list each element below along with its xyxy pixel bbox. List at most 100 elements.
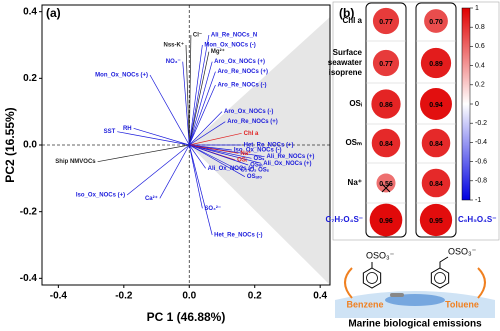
value-label: 0.77 <box>379 19 393 26</box>
vector-label: Aro_Ox_NOCs (-) <box>224 109 273 115</box>
loading-vector <box>189 144 239 154</box>
loading-vector <box>188 144 203 209</box>
vector-label: Iso_Ox_NOCs (+) <box>76 193 125 199</box>
source-label: Benzene <box>346 299 383 309</box>
colorbar-tick-label: -0.8 <box>475 178 487 185</box>
y-tick-label: 0.4 <box>23 6 37 17</box>
vector-label: Chl a <box>244 131 259 137</box>
loading-vector <box>188 144 213 236</box>
column-box <box>415 2 457 238</box>
column-label: C₇H₇O₄S⁻ <box>325 215 363 224</box>
row-label: Na⁺ <box>347 178 362 187</box>
x-tick-label: 0.0 <box>182 291 196 302</box>
colorbar-tick-label: 0.2 <box>475 82 485 89</box>
colorbar-tick-label: -0.2 <box>475 120 487 127</box>
loading-vector <box>126 144 190 196</box>
value-label: 0.94 <box>429 102 443 109</box>
panel-frame <box>332 1 500 241</box>
vector-label: Iso_Ox_NOCs (-) <box>234 148 282 154</box>
value-label: 0.56 <box>379 181 393 188</box>
loading-vector <box>189 121 226 146</box>
row-label: OSₘ <box>345 138 362 147</box>
y-tick-label: -0.2 <box>20 206 38 217</box>
vector-label: Mon_Ox_NOCs (-) <box>204 43 255 49</box>
bond <box>439 256 449 268</box>
vector-label: OSₘ <box>250 163 263 169</box>
correlation-circle <box>376 173 396 193</box>
correlation-circle <box>421 128 451 158</box>
colorbar-tick-label: 0.4 <box>475 62 485 69</box>
loading-vector <box>188 144 206 169</box>
vector-label: Het_Re_NOCs (+) <box>244 143 294 149</box>
vector-label: Ali_Ox_NOCs (+) <box>263 161 311 167</box>
panel-label: (a) <box>46 6 61 20</box>
loading-vector <box>188 61 213 146</box>
correlation-circle <box>421 168 451 198</box>
loading-vector <box>97 144 190 163</box>
colorbar-tick-label: 0 <box>475 101 479 108</box>
shaded-region <box>189 17 330 285</box>
vector-label: OSᵢ <box>237 158 247 164</box>
value-label: 0.89 <box>429 61 443 68</box>
correlation-circle <box>372 7 400 35</box>
loading-vector <box>182 61 190 146</box>
arrow <box>477 267 486 299</box>
vector-label: Nss-K⁺ <box>163 42 184 49</box>
vector-label: Aro_Re_NOCs (-) <box>217 83 266 89</box>
row-label: Surface seawater isoprene <box>327 48 362 77</box>
y-tick-label: -0.4 <box>20 273 38 284</box>
value-label: 0.86 <box>379 102 393 109</box>
loading-vector <box>117 131 190 146</box>
vector-label: Aro_Ox_NOCs (+) <box>214 59 265 65</box>
colorbar-tick-label: -0.4 <box>475 139 487 146</box>
caption: Marine biological emissions <box>348 319 482 330</box>
vector-label: Het_Re_NOCs (-) <box>214 233 262 239</box>
colorbar-tick-label: -1 <box>475 197 481 204</box>
vector-label: Ca²⁺ <box>145 195 158 202</box>
correlation-circle <box>420 88 452 120</box>
x-axis-label: PC 1 (46.88%) <box>147 310 226 324</box>
vector-label: Mg²⁺ <box>211 48 225 55</box>
benzene-ring <box>430 267 450 289</box>
loading-vector <box>188 34 192 146</box>
loading-vector <box>188 34 210 146</box>
vector-label: Aro_Re_NOCs (+) <box>227 119 278 125</box>
loading-vector <box>189 132 242 146</box>
column-box <box>365 2 407 238</box>
correlation-circle <box>424 9 448 33</box>
vector-label: Ali_Re_NOCs (+) <box>267 154 315 160</box>
vector-label: Aro_Re_NOCs (+) <box>217 69 268 75</box>
group-label: OSO₃⁻ <box>448 246 477 256</box>
x-tick-label: 0.2 <box>248 291 262 302</box>
vector-label: RH <box>123 126 132 132</box>
correlation-circle <box>372 49 400 77</box>
aromatic <box>434 272 446 284</box>
value-label: 0.95 <box>429 218 443 225</box>
loading-vector <box>189 144 252 159</box>
panel-label: (b) <box>339 6 354 20</box>
vector-label: Ali_Re_NOCs_N <box>211 33 257 39</box>
vector-label: Ship NMVOCs <box>55 159 96 165</box>
vector-label: OSₐᵣₒ <box>247 174 262 180</box>
y-tick-label: 0.0 <box>23 140 37 151</box>
group-label: OSO₃⁻ <box>366 250 395 260</box>
vector-label: Na⁺ <box>240 150 251 157</box>
loading-vector <box>189 144 246 177</box>
vector-label: C₂-C₃ OSₛ <box>240 168 269 174</box>
vector-label: Mon_Ox_NOCs (+) <box>95 73 148 79</box>
vector-label: SST <box>104 129 116 135</box>
colorbar-tick-label: 0.8 <box>475 24 485 31</box>
vector-label: NO₃⁻ <box>166 59 181 65</box>
loading-vector <box>188 84 216 146</box>
loading-vector <box>133 127 190 146</box>
vector-label: Cl⁻ <box>193 33 202 39</box>
cross <box>381 183 391 193</box>
loading-vector <box>159 144 190 199</box>
source-label: Toluene <box>445 299 479 309</box>
value-label: 0.84 <box>429 141 443 148</box>
value-label: 0.84 <box>429 181 443 188</box>
vector-label: Ali_Ox_NOCs (-) <box>208 166 255 172</box>
x-tick-label: 0.4 <box>313 291 327 302</box>
